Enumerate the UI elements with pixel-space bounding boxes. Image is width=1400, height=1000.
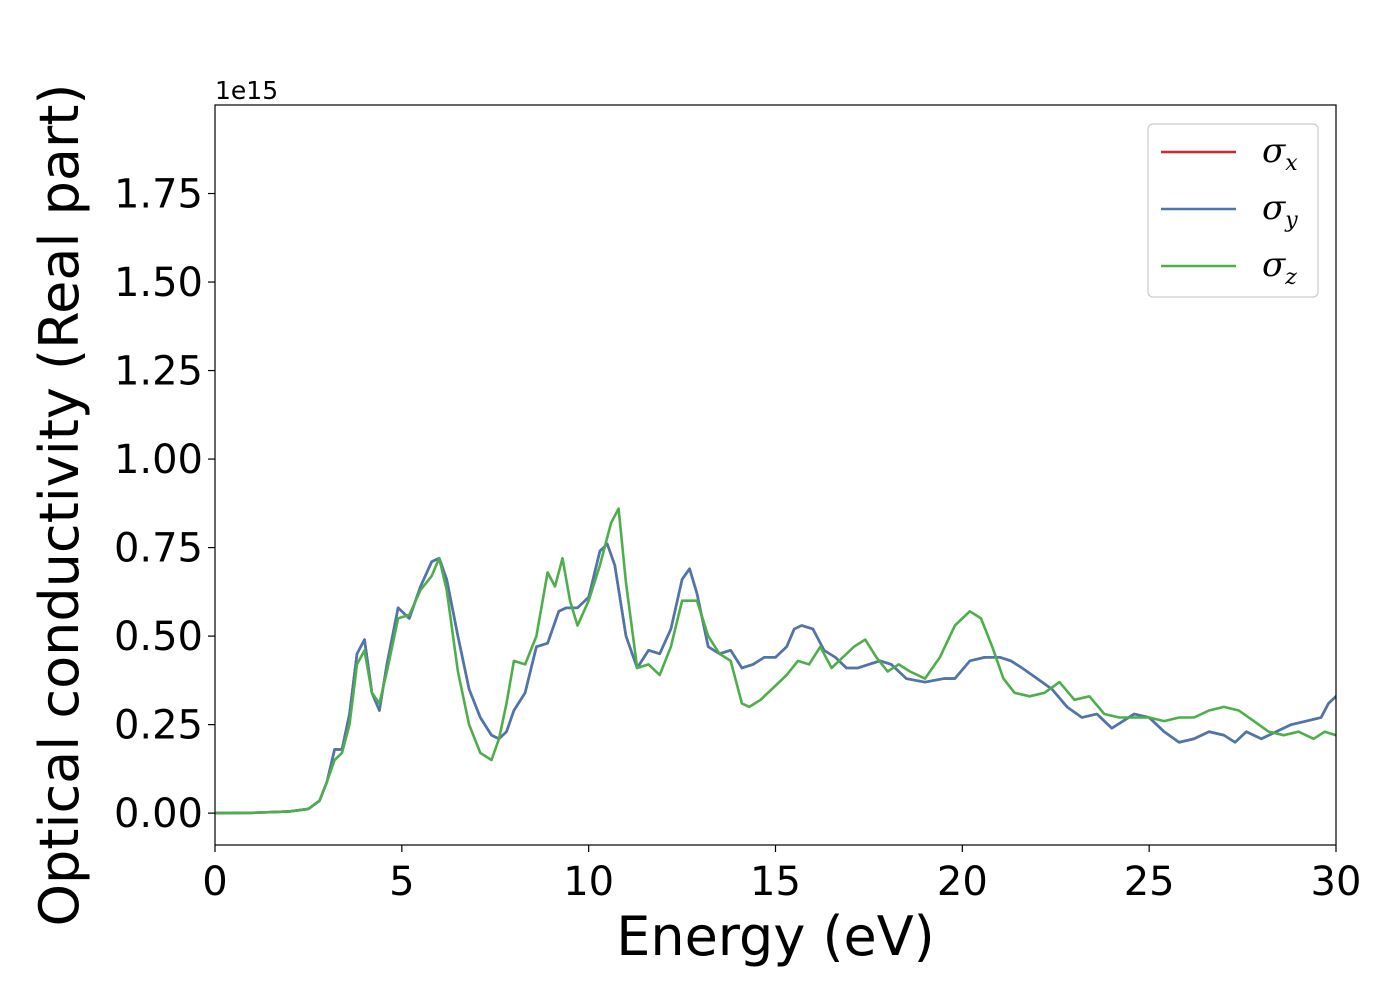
legend-label-x: σx <box>1262 131 1298 176</box>
y-tick-label: 1.50 <box>114 260 203 306</box>
y-tick-label: 0.75 <box>114 526 203 572</box>
y-axis-offset-label: 1e15 <box>215 76 278 105</box>
x-tick-label: 5 <box>389 859 414 905</box>
y-tick-label: 0.50 <box>114 614 203 660</box>
y-tick-label: 1.25 <box>114 349 203 395</box>
y-axis-ticks: 0.00 0.25 0.50 0.75 1.00 1.25 1.50 1.75 <box>114 172 215 837</box>
legend-label-z: σz <box>1262 245 1297 290</box>
x-tick-label: 20 <box>937 859 988 905</box>
y-tick-label: 1.75 <box>114 172 203 218</box>
y-axis-title: Optical conductivity (Real part) <box>28 84 91 927</box>
series-line-z <box>215 507 1336 815</box>
legend-box <box>1147 123 1319 298</box>
x-axis-ticks: 0 5 10 15 20 25 30 <box>202 845 1361 905</box>
y-tick-label: 0.25 <box>114 703 203 749</box>
x-tick-label: 15 <box>750 859 801 905</box>
x-tick-label: 30 <box>1311 859 1362 905</box>
y-tick-label: 1.00 <box>114 437 203 483</box>
x-tick-label: 0 <box>202 859 227 905</box>
series-layer <box>215 507 1336 815</box>
x-tick-label: 10 <box>563 859 614 905</box>
legend: σx σy σz <box>1147 123 1319 298</box>
legend-label-y: σy <box>1262 188 1298 233</box>
y-tick-label: 0.00 <box>114 791 203 837</box>
x-axis-title: Energy (eV) <box>616 905 935 968</box>
x-tick-label: 25 <box>1124 859 1175 905</box>
